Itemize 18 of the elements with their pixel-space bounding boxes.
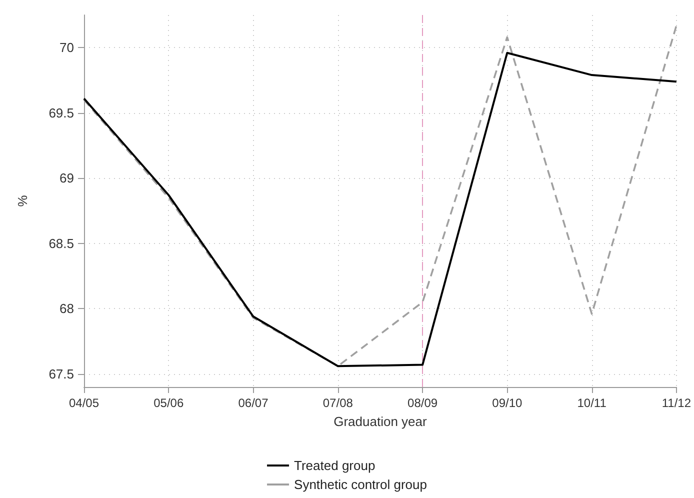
- x-tick-label: 07/08: [322, 396, 354, 410]
- y-tick-label: 70: [60, 40, 74, 56]
- y-tick-label: 69.5: [48, 105, 74, 120]
- x-tick-label: 10/11: [577, 396, 607, 410]
- y-tick-label: 69: [60, 170, 74, 186]
- x-tick-label: 04/05: [68, 396, 100, 410]
- y-tick-label: 67.5: [48, 366, 74, 382]
- legend-label: Synthetic control group: [294, 477, 427, 492]
- y-tick-label: 68: [60, 301, 74, 316]
- y-tick-label: 68.5: [48, 236, 74, 251]
- x-tick-label: 08/09: [408, 396, 438, 410]
- x-axis-title: Graduation year: [334, 414, 428, 429]
- x-tick-label: 06/07: [238, 396, 269, 410]
- x-tick-label: 05/06: [154, 396, 184, 410]
- x-tick-label: 11/12: [662, 396, 692, 410]
- x-tick-label: 09/10: [492, 396, 523, 410]
- y-axis-title: %: [15, 194, 30, 207]
- legend-label: Treated group: [294, 458, 376, 473]
